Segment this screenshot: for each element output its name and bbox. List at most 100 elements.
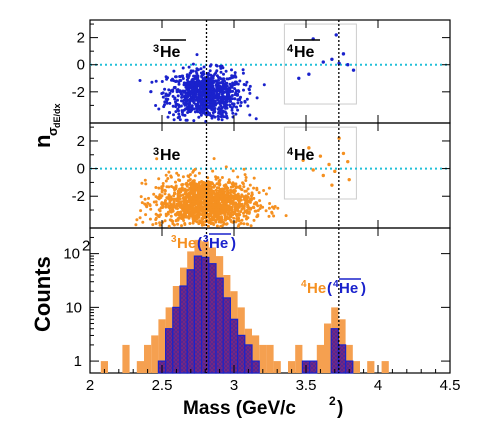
top-cluster-point <box>174 80 178 83</box>
middle-cluster-point <box>140 201 144 205</box>
middle-cluster-point <box>172 186 176 190</box>
top-cluster-point <box>245 97 249 101</box>
middle-cluster-point <box>214 175 218 179</box>
middle-cluster-point <box>166 212 170 216</box>
top-cluster-point <box>243 100 247 104</box>
middle-cluster-point <box>170 205 174 209</box>
middle-cluster-point <box>212 185 216 189</box>
histogram-bar-he <box>136 361 144 373</box>
middle-cluster-point <box>185 192 189 196</box>
top-cluster-point <box>197 91 201 95</box>
top-cluster-point <box>160 80 164 83</box>
top-cluster-point <box>225 77 229 81</box>
middle-cluster-point <box>139 195 143 199</box>
middle-cluster-point <box>270 211 274 215</box>
top-cluster-point <box>210 116 214 120</box>
middle-cluster-point <box>191 213 195 217</box>
histogram-bar-he <box>345 344 353 373</box>
top-cluster-point <box>177 82 181 86</box>
middle-cluster-point <box>224 165 228 169</box>
svg-text:3: 3 <box>153 146 159 158</box>
middle-cluster-point <box>226 181 230 184</box>
middle-cluster-point <box>218 178 222 182</box>
top-cluster-point <box>230 97 234 101</box>
middle-cluster-point <box>210 185 213 189</box>
top-cluster-point <box>138 79 142 82</box>
top-cluster-point <box>209 103 213 107</box>
top-cluster-point <box>219 112 223 116</box>
top-cluster-point <box>233 71 237 75</box>
middle-cluster-point <box>258 199 262 203</box>
middle-cluster-point <box>242 197 246 201</box>
top-cluster-point <box>212 80 216 84</box>
middle-cluster-point <box>247 192 250 196</box>
top-cluster-point <box>165 101 169 105</box>
middle-cluster-point <box>217 211 221 215</box>
middle-cluster-point <box>228 213 232 217</box>
middle-cluster-point <box>183 215 186 219</box>
middle-cluster-point <box>241 205 245 209</box>
middle-cluster-point <box>214 177 218 181</box>
top-cluster-point <box>235 105 238 109</box>
middle-ytick-label: 0 <box>77 161 85 178</box>
top-cluster-point <box>198 105 202 108</box>
top-4he-point <box>351 68 356 72</box>
middle-cluster-point <box>172 194 176 198</box>
top-cluster-point <box>211 84 215 88</box>
top-cluster-point <box>180 110 184 114</box>
top-cluster-point <box>184 107 188 111</box>
top-cluster-point <box>248 84 252 88</box>
top-cluster-point <box>186 80 190 84</box>
top-cluster-point <box>224 69 228 73</box>
middle-cluster-point <box>223 186 227 190</box>
top-panel-frame <box>89 19 451 124</box>
middle-cluster-point <box>193 194 197 198</box>
xtick-label: 4.5 <box>440 377 461 394</box>
top-ytick-label: 0 <box>77 57 85 74</box>
middle-cluster-point <box>213 192 217 196</box>
middle-cluster-point <box>184 189 187 193</box>
top-cluster-point <box>217 76 220 79</box>
top-cluster-point <box>223 115 227 119</box>
guide-lines <box>205 20 340 373</box>
histogram-bar-anti-he <box>186 269 195 374</box>
top-cluster-point <box>217 115 221 119</box>
svg-text:4: 4 <box>301 279 307 290</box>
middle-cluster-point <box>252 186 256 190</box>
top-cluster-point <box>241 71 245 75</box>
middle-cluster-point <box>176 212 180 216</box>
middle-cluster-point <box>268 202 272 205</box>
top-cluster-point <box>198 111 202 115</box>
middle-cluster-point <box>198 190 202 193</box>
middle-cluster-point <box>183 192 187 195</box>
top-cluster-point <box>208 92 212 96</box>
middle-label-3He: 3 He <box>153 146 181 164</box>
middle-cluster-point <box>202 198 206 202</box>
middle-cluster-point <box>154 195 158 199</box>
top-cluster-point <box>234 112 238 116</box>
middle-cluster-point <box>215 195 219 199</box>
middle-cluster-point <box>243 189 247 193</box>
middle-cluster-point <box>141 220 145 224</box>
middle-cluster-point <box>186 200 190 204</box>
middle-cluster-point <box>197 171 201 175</box>
top-cluster-point <box>224 103 228 107</box>
middle-cluster-point <box>163 192 167 196</box>
middle-cluster-point <box>238 213 242 217</box>
middle-cluster-point <box>232 202 236 206</box>
middle-cluster-point <box>229 198 233 202</box>
middle-4he-point <box>321 173 325 178</box>
middle-cluster-point <box>243 173 247 177</box>
svg-text:4: 4 <box>287 43 294 55</box>
middle-scatter <box>90 126 450 228</box>
middle-4he-point <box>333 169 337 174</box>
top-4he-point <box>341 52 346 56</box>
middle-cluster-point <box>167 170 171 174</box>
middle-cluster-point <box>242 167 246 171</box>
svg-text:dE/dx: dE/dx <box>52 103 62 128</box>
middle-cluster-point <box>244 200 248 204</box>
top-cluster-point <box>149 90 153 94</box>
top-cluster-point <box>222 82 226 86</box>
top-cluster-point <box>219 115 223 119</box>
top-cluster-point <box>168 101 172 105</box>
